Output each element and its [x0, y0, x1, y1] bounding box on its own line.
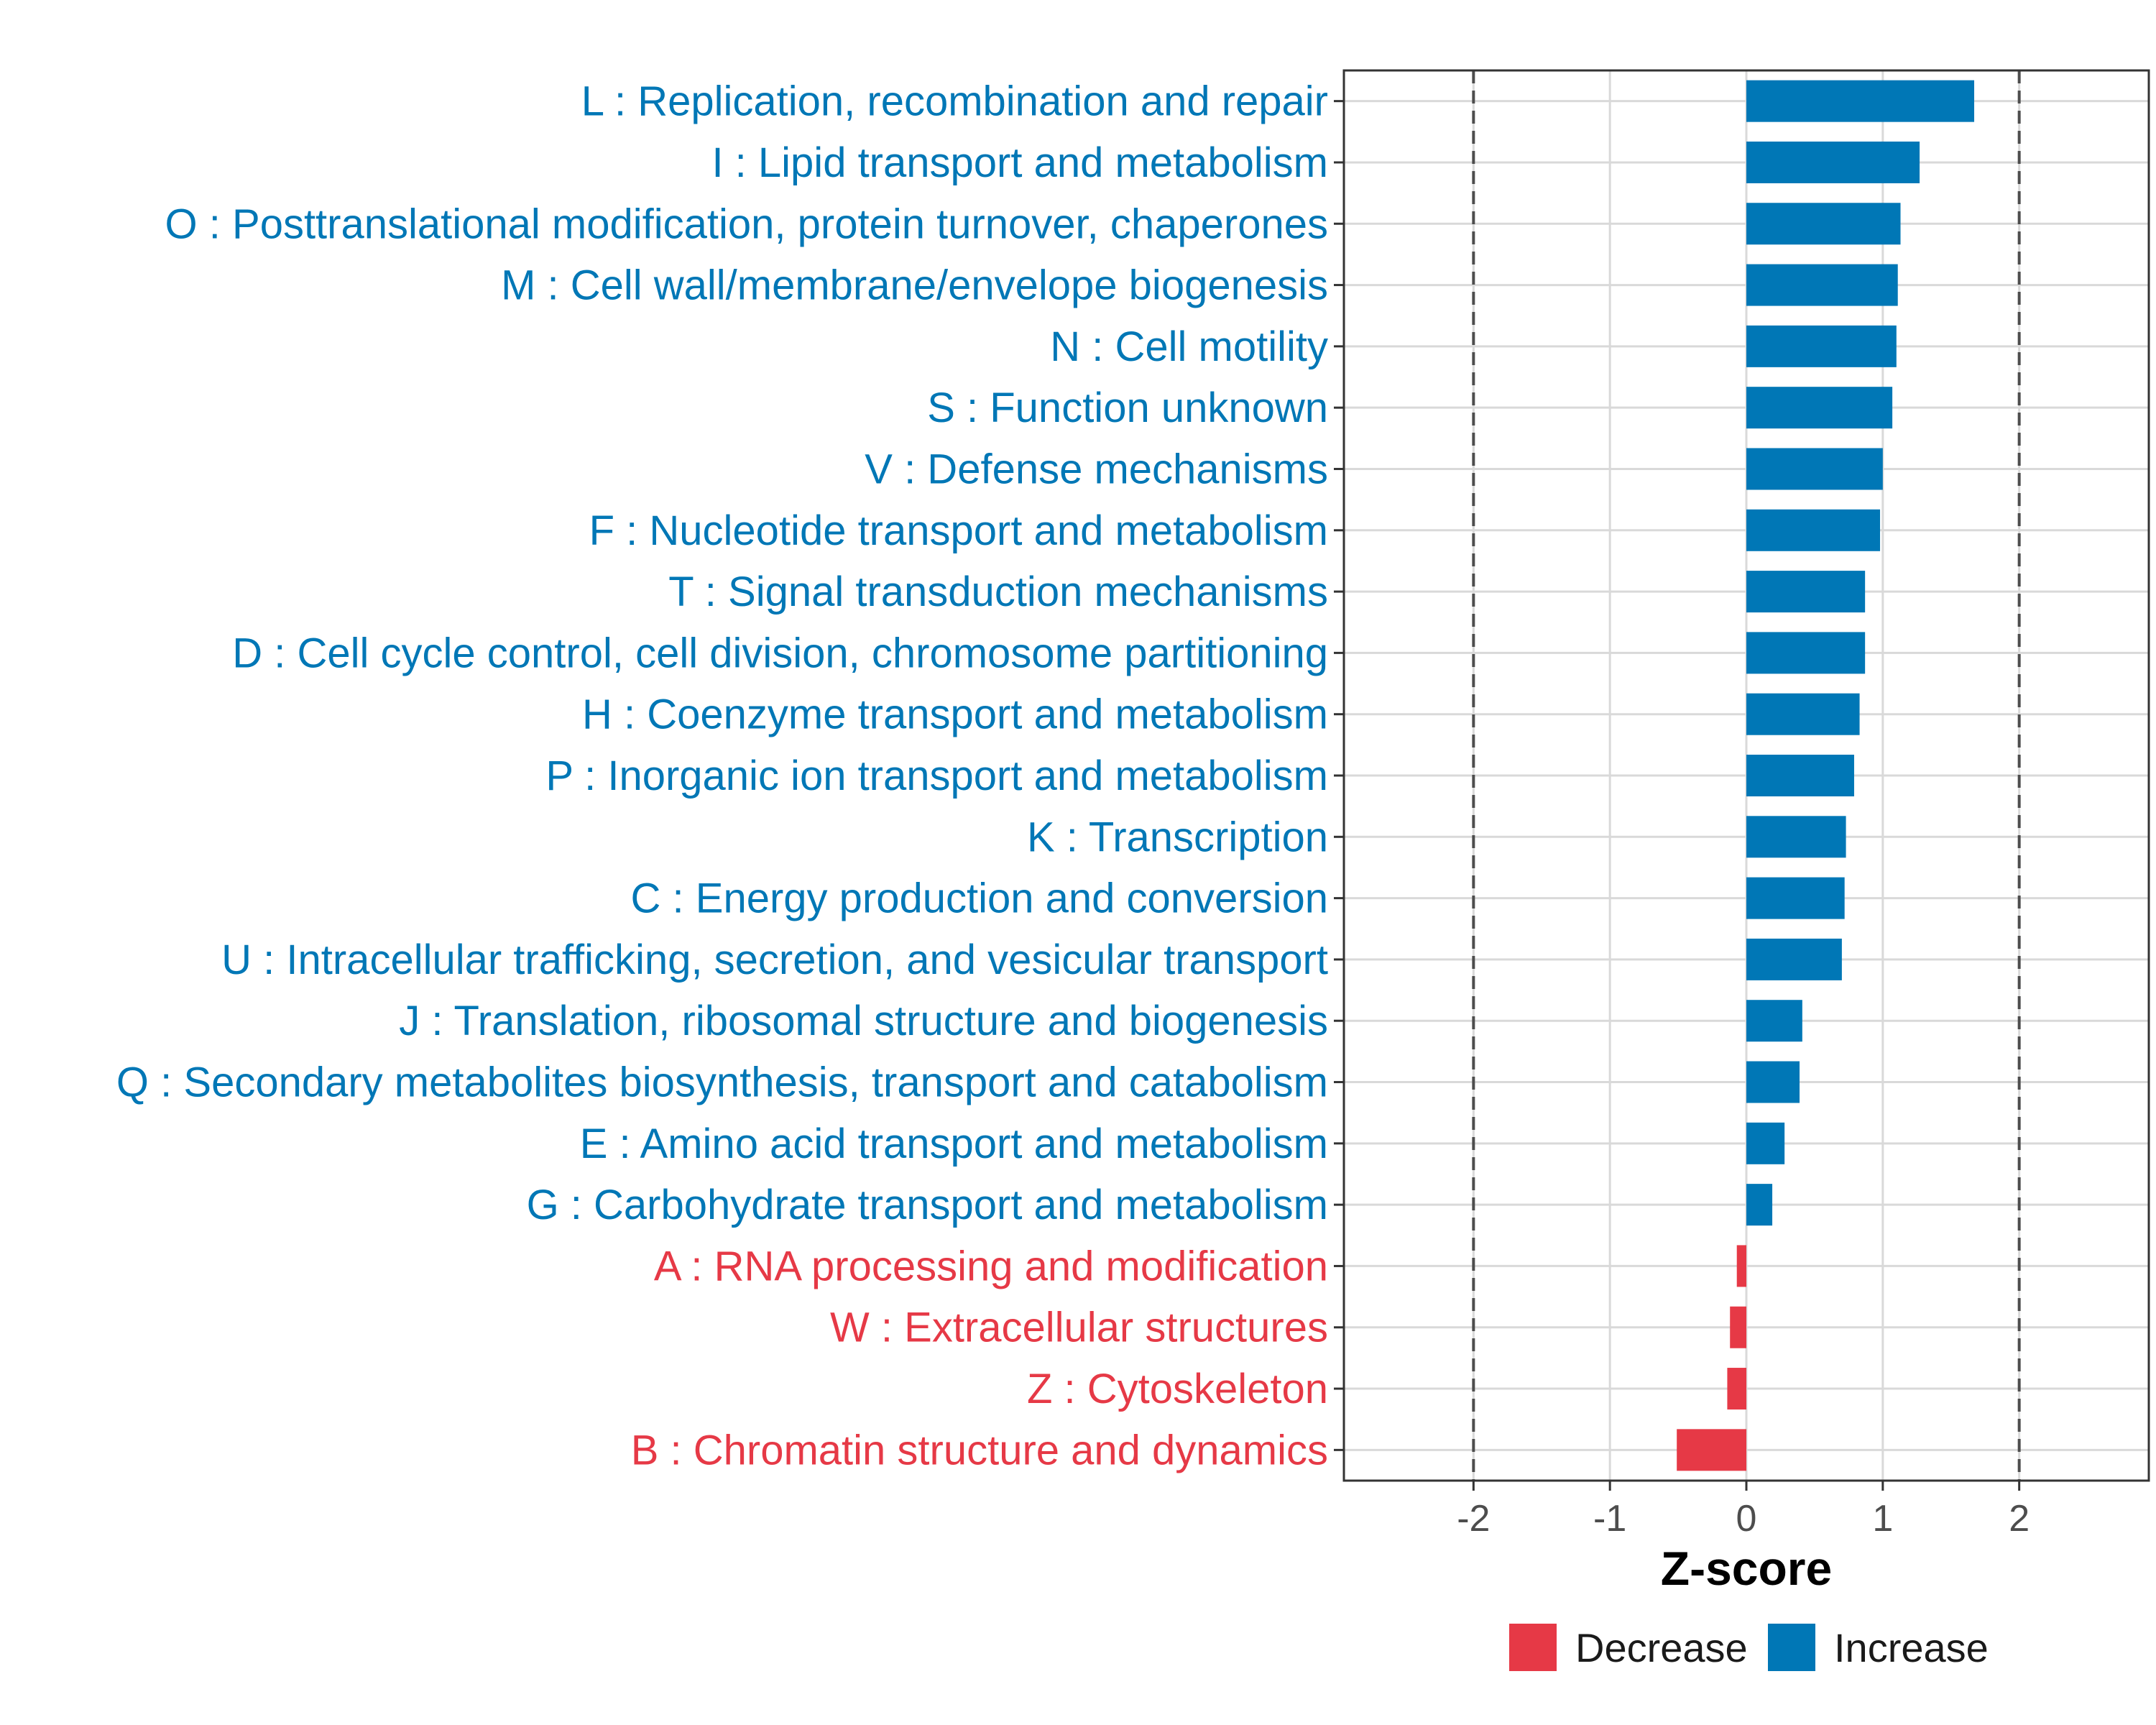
category-label: P : Inorganic ion transport and metaboli… [545, 753, 1328, 799]
bar [1746, 816, 1846, 858]
category-label: W : Extracellular structures [830, 1305, 1328, 1351]
bar [1677, 1429, 1746, 1471]
bar [1746, 877, 1845, 919]
category-label: G : Carbohydrate transport and metabolis… [527, 1182, 1328, 1228]
category-label: K : Transcription [1027, 814, 1328, 860]
x-tick-label: 2 [2009, 1498, 2030, 1540]
category-label: O : Posttranslational modification, prot… [165, 201, 1328, 247]
bar [1746, 1122, 1785, 1164]
category-label: I : Lipid transport and metabolism [711, 139, 1328, 186]
bar [1746, 448, 1883, 490]
legend-label: Decrease [1575, 1625, 1748, 1670]
bar [1746, 264, 1898, 306]
category-label: M : Cell wall/membrane/envelope biogenes… [501, 262, 1328, 309]
category-label: L : Replication, recombination and repai… [581, 78, 1328, 125]
bar [1746, 203, 1901, 245]
plot-area [1342, 69, 2150, 1482]
category-label: E : Amino acid transport and metabolism [580, 1121, 1328, 1167]
x-tick-label: -1 [1593, 1498, 1626, 1540]
category-label: N : Cell motility [1050, 323, 1328, 370]
category-label: B : Chromatin structure and dynamics [631, 1427, 1328, 1473]
bar [1746, 754, 1854, 797]
category-label: J : Translation, ribosomal structure and… [399, 998, 1328, 1044]
legend-label: Increase [1834, 1625, 1989, 1670]
bar [1746, 387, 1893, 429]
bar [1746, 141, 1920, 183]
bar [1727, 1368, 1746, 1410]
category-label: S : Function unknown [927, 385, 1328, 431]
bar [1746, 1184, 1773, 1226]
category-labels: L : Replication, recombination and repai… [116, 78, 1344, 1473]
category-label: F : Nucleotide transport and metabolism [589, 507, 1328, 554]
bar [1746, 509, 1881, 551]
category-label: V : Defense mechanisms [865, 446, 1328, 492]
bar [1746, 1000, 1802, 1042]
category-label: Z : Cytoskeleton [1027, 1366, 1328, 1412]
bar [1746, 693, 1860, 735]
category-label: C : Energy production and conversion [631, 875, 1328, 922]
bar [1746, 571, 1866, 613]
x-axis: -2 -1 0 1 2 [1457, 1481, 2030, 1540]
category-label: Q : Secondary metabolites biosynthesis, … [116, 1059, 1328, 1106]
category-label: D : Cell cycle control, cell division, c… [232, 630, 1328, 676]
bar [1746, 938, 1842, 980]
x-tick-label: 0 [1736, 1498, 1757, 1540]
category-label: T : Signal transduction mechanisms [668, 569, 1328, 615]
category-label: U : Intracellular trafficking, secretion… [221, 937, 1328, 983]
bar [1746, 325, 1897, 367]
x-axis-title: Z-score [1661, 1542, 1832, 1595]
bar [1746, 80, 1975, 122]
x-tick-label: 1 [1872, 1498, 1893, 1540]
bar [1746, 632, 1866, 674]
category-label: A : RNA processing and modification [654, 1243, 1328, 1289]
category-label: H : Coenzyme transport and metabolism [582, 691, 1328, 738]
bar [1746, 1061, 1800, 1103]
legend: Decrease Increase [1509, 1624, 1989, 1671]
bar [1730, 1306, 1746, 1348]
x-tick-label: -2 [1457, 1498, 1490, 1540]
legend-key [1509, 1624, 1557, 1671]
legend-key [1768, 1624, 1815, 1671]
bar [1736, 1245, 1746, 1287]
